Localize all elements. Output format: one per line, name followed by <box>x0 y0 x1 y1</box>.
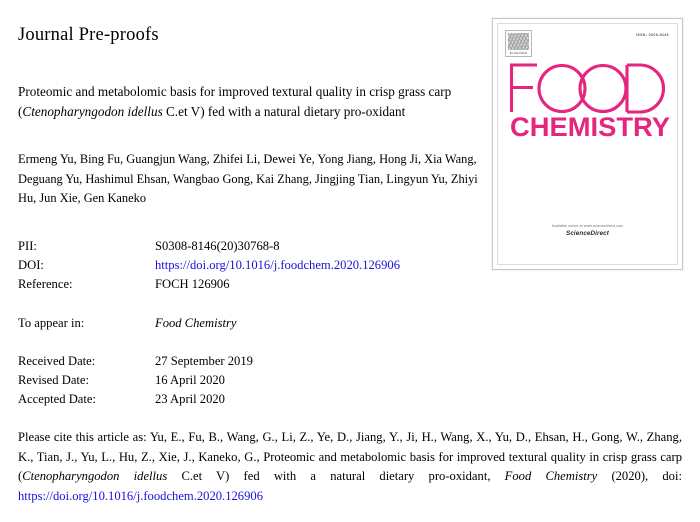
elsevier-logo-label: ELSEVIER <box>509 50 528 55</box>
journal-title-food-wordmark <box>509 63 665 114</box>
accepted-date-label: Accepted Date: <box>18 392 96 407</box>
article-title-part2: C.et V) fed with a natural dietary pro-o… <box>162 103 406 119</box>
article-info-column: Journal Pre-proofs Proteomic and metabol… <box>18 0 483 410</box>
to-appear-in-value: Food Chemistry <box>155 315 237 330</box>
article-title: Proteomic and metabolomic basis for impr… <box>18 82 480 121</box>
doi-value-cell: https://doi.org/10.1016/j.foodchem.2020.… <box>155 256 400 275</box>
citation-lead: Please cite this article as: Yu, E., Fu,… <box>18 430 682 484</box>
pii-value: S0308-8146(20)30768-8 <box>155 238 280 253</box>
dates-row-revised: Revised Date: 16 April 2020 <box>18 371 253 390</box>
chemistry-text: CHEMISTRY <box>510 112 670 142</box>
revised-date-label: Revised Date: <box>18 373 89 388</box>
to-appear-in-label: To appear in: <box>18 315 85 330</box>
journal-title-chemistry-wordmark: CHEMISTRY <box>510 112 670 142</box>
citation-middle: C.et V) fed with a natural dietary pro-o… <box>167 469 505 484</box>
metadata-spacer <box>18 295 400 314</box>
journal-cover-thumbnail[interactable]: ELSEVIER ISSN: 0308-8146 CHEMISTRY <box>492 18 683 270</box>
doi-label: DOI: <box>18 257 44 272</box>
sciencedirect-logo: ScienceDirect <box>498 230 677 237</box>
citation-block: Please cite this article as: Yu, E., Fu,… <box>18 428 682 506</box>
citation-journal: Food Chemistry <box>504 469 598 484</box>
page-title: Journal Pre-proofs <box>18 25 159 45</box>
article-title-species: Ctenopharyngodon idellus <box>22 103 163 119</box>
citation-species: Ctenopharyngodon idellus <box>22 469 168 484</box>
elsevier-tree-icon <box>508 32 529 50</box>
metadata-table: PII: S0308-8146(20)30768-8 DOI: https://… <box>18 237 400 333</box>
journal-cover-inner-frame: ELSEVIER ISSN: 0308-8146 CHEMISTRY <box>497 23 678 265</box>
metadata-row-pii: PII: S0308-8146(20)30768-8 <box>18 237 400 256</box>
received-date-label: Received Date: <box>18 353 96 368</box>
metadata-row-to-appear-in: To appear in: Food Chemistry <box>18 314 400 333</box>
dates-row-received: Received Date: 27 September 2019 <box>18 352 253 371</box>
metadata-row-doi: DOI: https://doi.org/10.1016/j.foodchem.… <box>18 256 400 275</box>
reference-label: Reference: <box>18 277 73 292</box>
elsevier-logo-icon: ELSEVIER <box>505 30 532 57</box>
pii-label: PII: <box>18 238 37 253</box>
revised-date-value: 16 April 2020 <box>155 373 225 388</box>
metadata-row-reference: Reference: FOCH 126906 <box>18 275 400 294</box>
doi-link[interactable]: https://doi.org/10.1016/j.foodchem.2020.… <box>155 257 400 272</box>
dates-row-accepted: Accepted Date: 23 April 2020 <box>18 390 253 409</box>
citation-year-doi-prefix: (2020), doi: <box>597 469 682 484</box>
received-date-value: 27 September 2019 <box>155 353 253 368</box>
available-online-text: Available online at www.sciencedirect.co… <box>551 224 624 228</box>
sciencedirect-label: ScienceDirect <box>566 230 609 237</box>
sciencedirect-footer: Available online at www.sciencedirect.co… <box>498 224 677 237</box>
reference-value: FOCH 126906 <box>155 277 230 292</box>
author-list: Ermeng Yu, Bing Fu, Guangjun Wang, Zhife… <box>18 152 478 206</box>
accepted-date-value: 23 April 2020 <box>155 392 225 407</box>
dates-table: Received Date: 27 September 2019 Revised… <box>18 352 253 410</box>
issn-text: ISSN: 0308-8146 <box>635 33 669 37</box>
article-title-part1: Proteomic and metabolomic basis for impr… <box>18 84 452 119</box>
citation-doi-link[interactable]: https://doi.org/10.1016/j.foodchem.2020.… <box>18 488 263 503</box>
